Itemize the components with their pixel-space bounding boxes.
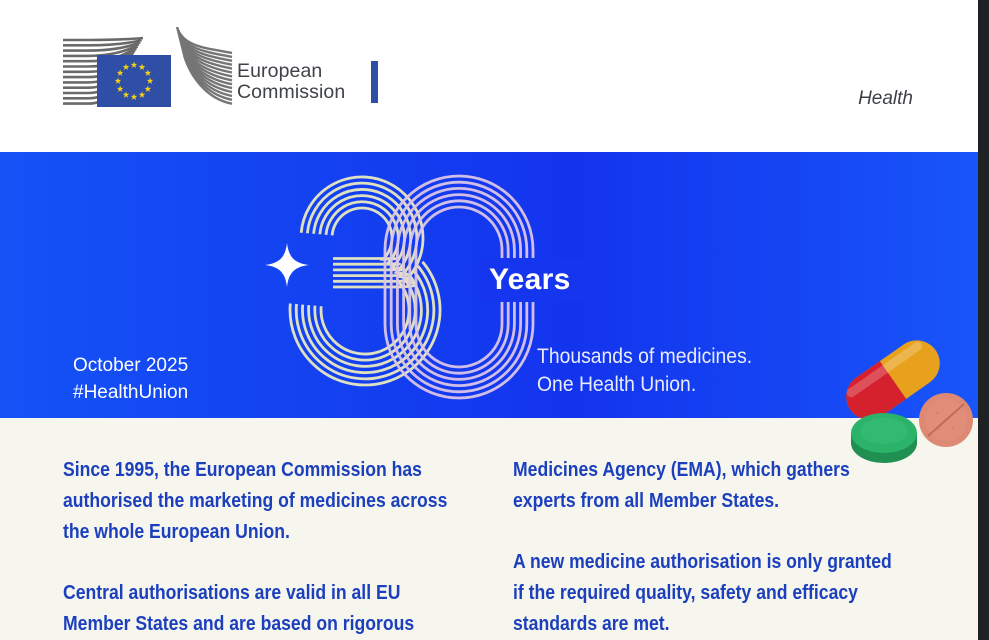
pink-tablet-icon xyxy=(919,393,973,447)
site-section-label: Health xyxy=(858,88,913,109)
anniversary-banner: Years October 2025 #HealthUnion Thousand… xyxy=(0,152,989,418)
european-commission-logo: European Commission xyxy=(63,27,383,112)
paragraph: Since 1995, the European Commission has … xyxy=(63,459,448,543)
logo-blue-bar xyxy=(371,61,378,103)
years-label: Years xyxy=(478,258,582,302)
paragraph: A new medicine authorisation is only gra… xyxy=(513,551,892,635)
capsule-icon xyxy=(846,340,940,420)
sparkle-star-icon xyxy=(265,243,309,287)
content-section: Since 1995, the European Commission has … xyxy=(0,418,989,640)
header: European Commission Health xyxy=(0,0,989,152)
anniversary-30-graphic xyxy=(288,174,535,400)
paragraph: Medicines Agency (EMA), which gathers ex… xyxy=(513,459,850,512)
eu-flag-icon xyxy=(97,55,171,107)
logo-wordmark: European Commission xyxy=(237,60,346,103)
logo-right-swoosh-icon xyxy=(176,27,233,105)
green-tablet-icon xyxy=(851,413,917,463)
banner-hashtag: #HealthUnion xyxy=(73,382,189,403)
content-left-column: Since 1995, the European Commission has … xyxy=(63,455,533,640)
digit-three xyxy=(288,175,442,387)
digit-zero xyxy=(383,174,535,400)
banner-date: October 2025 xyxy=(73,355,189,376)
pills-illustration xyxy=(846,340,973,463)
banner-tagline: Thousands of medicines. One Health Union… xyxy=(537,344,753,396)
paragraph: Central authorisations are valid in all … xyxy=(63,582,415,635)
screen-edge-strip xyxy=(978,0,989,640)
content-right-column: Medicines Agency (EMA), which gathers ex… xyxy=(513,455,983,640)
